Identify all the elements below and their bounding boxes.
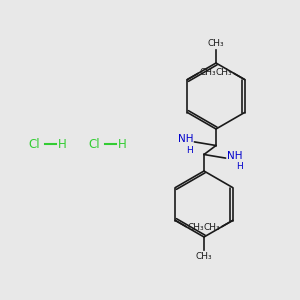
Text: H: H	[187, 146, 193, 155]
Text: H: H	[58, 137, 67, 151]
Text: CH₃: CH₃	[204, 223, 220, 232]
Text: H: H	[236, 162, 243, 171]
Text: CH₃: CH₃	[188, 223, 204, 232]
Text: CH₃: CH₃	[208, 39, 224, 48]
Text: CH₃: CH₃	[196, 252, 212, 261]
Text: NH: NH	[178, 134, 193, 145]
Text: CH₃: CH₃	[200, 68, 216, 77]
Text: CH₃: CH₃	[216, 68, 232, 77]
Text: Cl: Cl	[29, 137, 40, 151]
Text: NH: NH	[227, 151, 242, 161]
Text: Cl: Cl	[89, 137, 100, 151]
Text: H: H	[118, 137, 127, 151]
